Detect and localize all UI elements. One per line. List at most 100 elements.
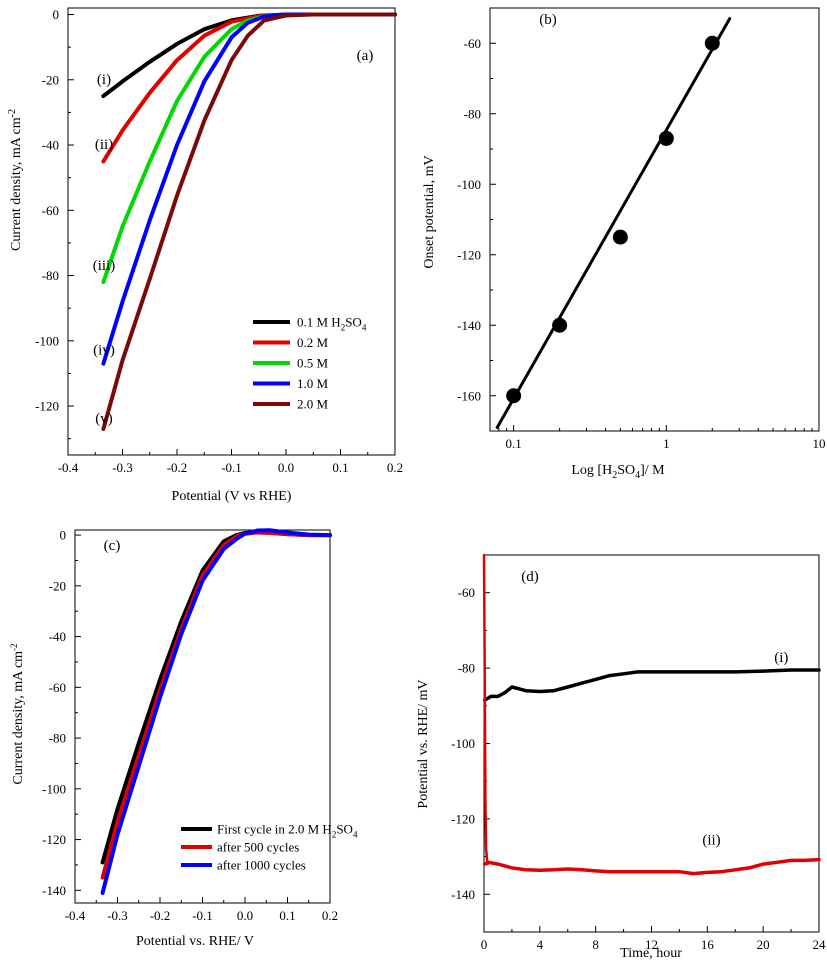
legend-text: 0.5 M (297, 356, 329, 371)
legend-text: First cycle in 2.0 M H (217, 822, 332, 837)
series-tag-2: (ii) (95, 137, 113, 153)
legend-text: SO (345, 315, 362, 330)
x-tick-label: -0.3 (112, 460, 133, 475)
y-axis-label-superscript: -2 (7, 109, 18, 117)
series-line-1 (101, 12, 397, 99)
x-tick-label: -0.1 (192, 908, 213, 923)
x-tick-label: 0.2 (322, 908, 338, 923)
x-axis-label-text: SO (617, 463, 635, 478)
y-tick-label: -80 (458, 661, 475, 676)
legend-entry-2: after 500 cycles (217, 840, 299, 855)
legend-subscript: 4 (353, 830, 358, 840)
legend-entry-2: 0.2 M (297, 335, 329, 350)
y-axis-label-text: Potential vs. RHE/ mV (416, 679, 431, 808)
x-axis-label-text: Log [H (571, 463, 612, 478)
legend-text: after 500 cycles (217, 840, 299, 855)
legend-subscript: 2 (332, 830, 337, 840)
series-line-3 (101, 12, 397, 285)
legend-text: 2.0 M (297, 397, 329, 412)
series-line-2 (482, 857, 821, 876)
x-tick-label: 20 (757, 937, 770, 952)
series-line-3 (482, 553, 489, 866)
y-tick-label: -80 (464, 106, 481, 121)
panel-a-chart: -0.4 -0.3 -0.2 -0.1 0.0 0.1 0.2 0 -20 -40 -60 -80 -1… (7, 7, 403, 504)
series-line-4 (101, 12, 397, 366)
x-tick-label: -0.2 (167, 460, 188, 475)
legend-text: 0.2 M (297, 335, 329, 350)
x-tick-label: 0.1 (279, 908, 295, 923)
y-tick-label: -60 (464, 36, 481, 51)
legend-text: SO (336, 822, 353, 837)
panel-label-a: (a) (357, 48, 374, 64)
x-axis-label-subscript: 4 (635, 470, 640, 481)
legend-entry-3: after 1000 cycles (217, 858, 306, 873)
series-line-1 (100, 530, 332, 865)
series-tag-4: (iv) (93, 343, 115, 359)
y-tick-label: -20 (49, 578, 66, 593)
fit-line (495, 17, 732, 429)
series-line-1 (482, 668, 821, 702)
y-tick-label: 0 (60, 528, 67, 543)
y-tick-label: -140 (457, 318, 481, 333)
legend-subscript: 2 (341, 323, 346, 333)
y-tick-label: 0 (53, 7, 60, 22)
y-tick-label: -80 (49, 731, 66, 746)
legend-text: 1.0 M (297, 376, 329, 391)
y-tick-label: -40 (42, 138, 59, 153)
x-tick-label: 12 (645, 937, 658, 952)
x-tick-label: 0 (481, 937, 488, 952)
legend-subscript: 4 (362, 323, 367, 333)
y-tick-label: -60 (458, 585, 475, 600)
x-tick-label: 10 (813, 436, 826, 451)
y-tick-label: -100 (457, 177, 481, 192)
y-axis-label-text: Current density, mA cm (11, 651, 26, 785)
x-tick-label: 0.0 (237, 908, 253, 923)
y-tick-label: -140 (451, 887, 475, 902)
y-tick-label: -120 (457, 247, 481, 262)
x-tick-label: 24 (813, 937, 827, 952)
panel-label-c: (c) (104, 538, 121, 554)
panel-a-frame (67, 7, 396, 456)
panel-label-d: (d) (521, 569, 539, 585)
y-tick-label: -40 (49, 629, 66, 644)
series-tag-3: (iii) (93, 258, 116, 274)
series-tag-5: (v) (95, 411, 113, 427)
series-tag-2: (ii) (702, 833, 720, 849)
x-tick-label: 1 (663, 436, 670, 451)
y-tick-label: -100 (42, 781, 66, 796)
panel-d-chart: 0 4 8 12 16 20 24 -60 -80 -100 -120 -140 (i) (ii) (d) T… (416, 553, 827, 961)
y-tick-label: -120 (42, 832, 66, 847)
y-axis-label: Onset potential, mV (422, 155, 437, 268)
y-tick-label: -100 (35, 333, 59, 348)
x-axis-label: Potential (V vs RHE) (172, 489, 292, 504)
x-tick-label: -0.4 (58, 460, 79, 475)
x-tick-label: 0.1 (332, 460, 348, 475)
data-point-2 (552, 317, 568, 333)
panel-c-chart: -0.4 -0.3 -0.2 -0.1 0.0 0.1 0.2 0 -20 -40 -60 -80 -1… (9, 528, 358, 949)
x-axis-label-text: ]/ M (640, 463, 665, 478)
series-tag-1: (i) (774, 650, 788, 666)
panel-b-frame (489, 7, 820, 432)
legend-entry-4: 1.0 M (297, 376, 329, 391)
x-tick-label: -0.4 (65, 908, 86, 923)
data-point-3 (612, 229, 628, 245)
x-tick-label: 0.0 (278, 460, 294, 475)
series-line-3 (100, 528, 332, 895)
series-line-5 (101, 12, 397, 431)
y-tick-label: -140 (42, 883, 66, 898)
x-tick-label: 0.1 (506, 436, 522, 451)
y-axis-label-superscript: -2 (9, 643, 19, 651)
y-tick-label: -160 (457, 388, 481, 403)
y-tick-label: -60 (49, 680, 66, 695)
y-axis-label-text: Current density, mA cm (9, 117, 24, 251)
y-tick-label: -120 (35, 399, 59, 414)
x-axis-label-subscript: 2 (612, 470, 617, 481)
x-tick-label: 4 (537, 937, 544, 952)
x-tick-label: -0.1 (221, 460, 242, 475)
y-tick-label: -120 (451, 811, 475, 826)
y-axis-label-text: Onset potential, mV (422, 155, 437, 268)
data-point-4 (658, 130, 674, 146)
legend-text: 0.1 M H (297, 315, 341, 330)
legend-entry-1: First cycle in 2.0 M H2SO4 (217, 822, 358, 840)
